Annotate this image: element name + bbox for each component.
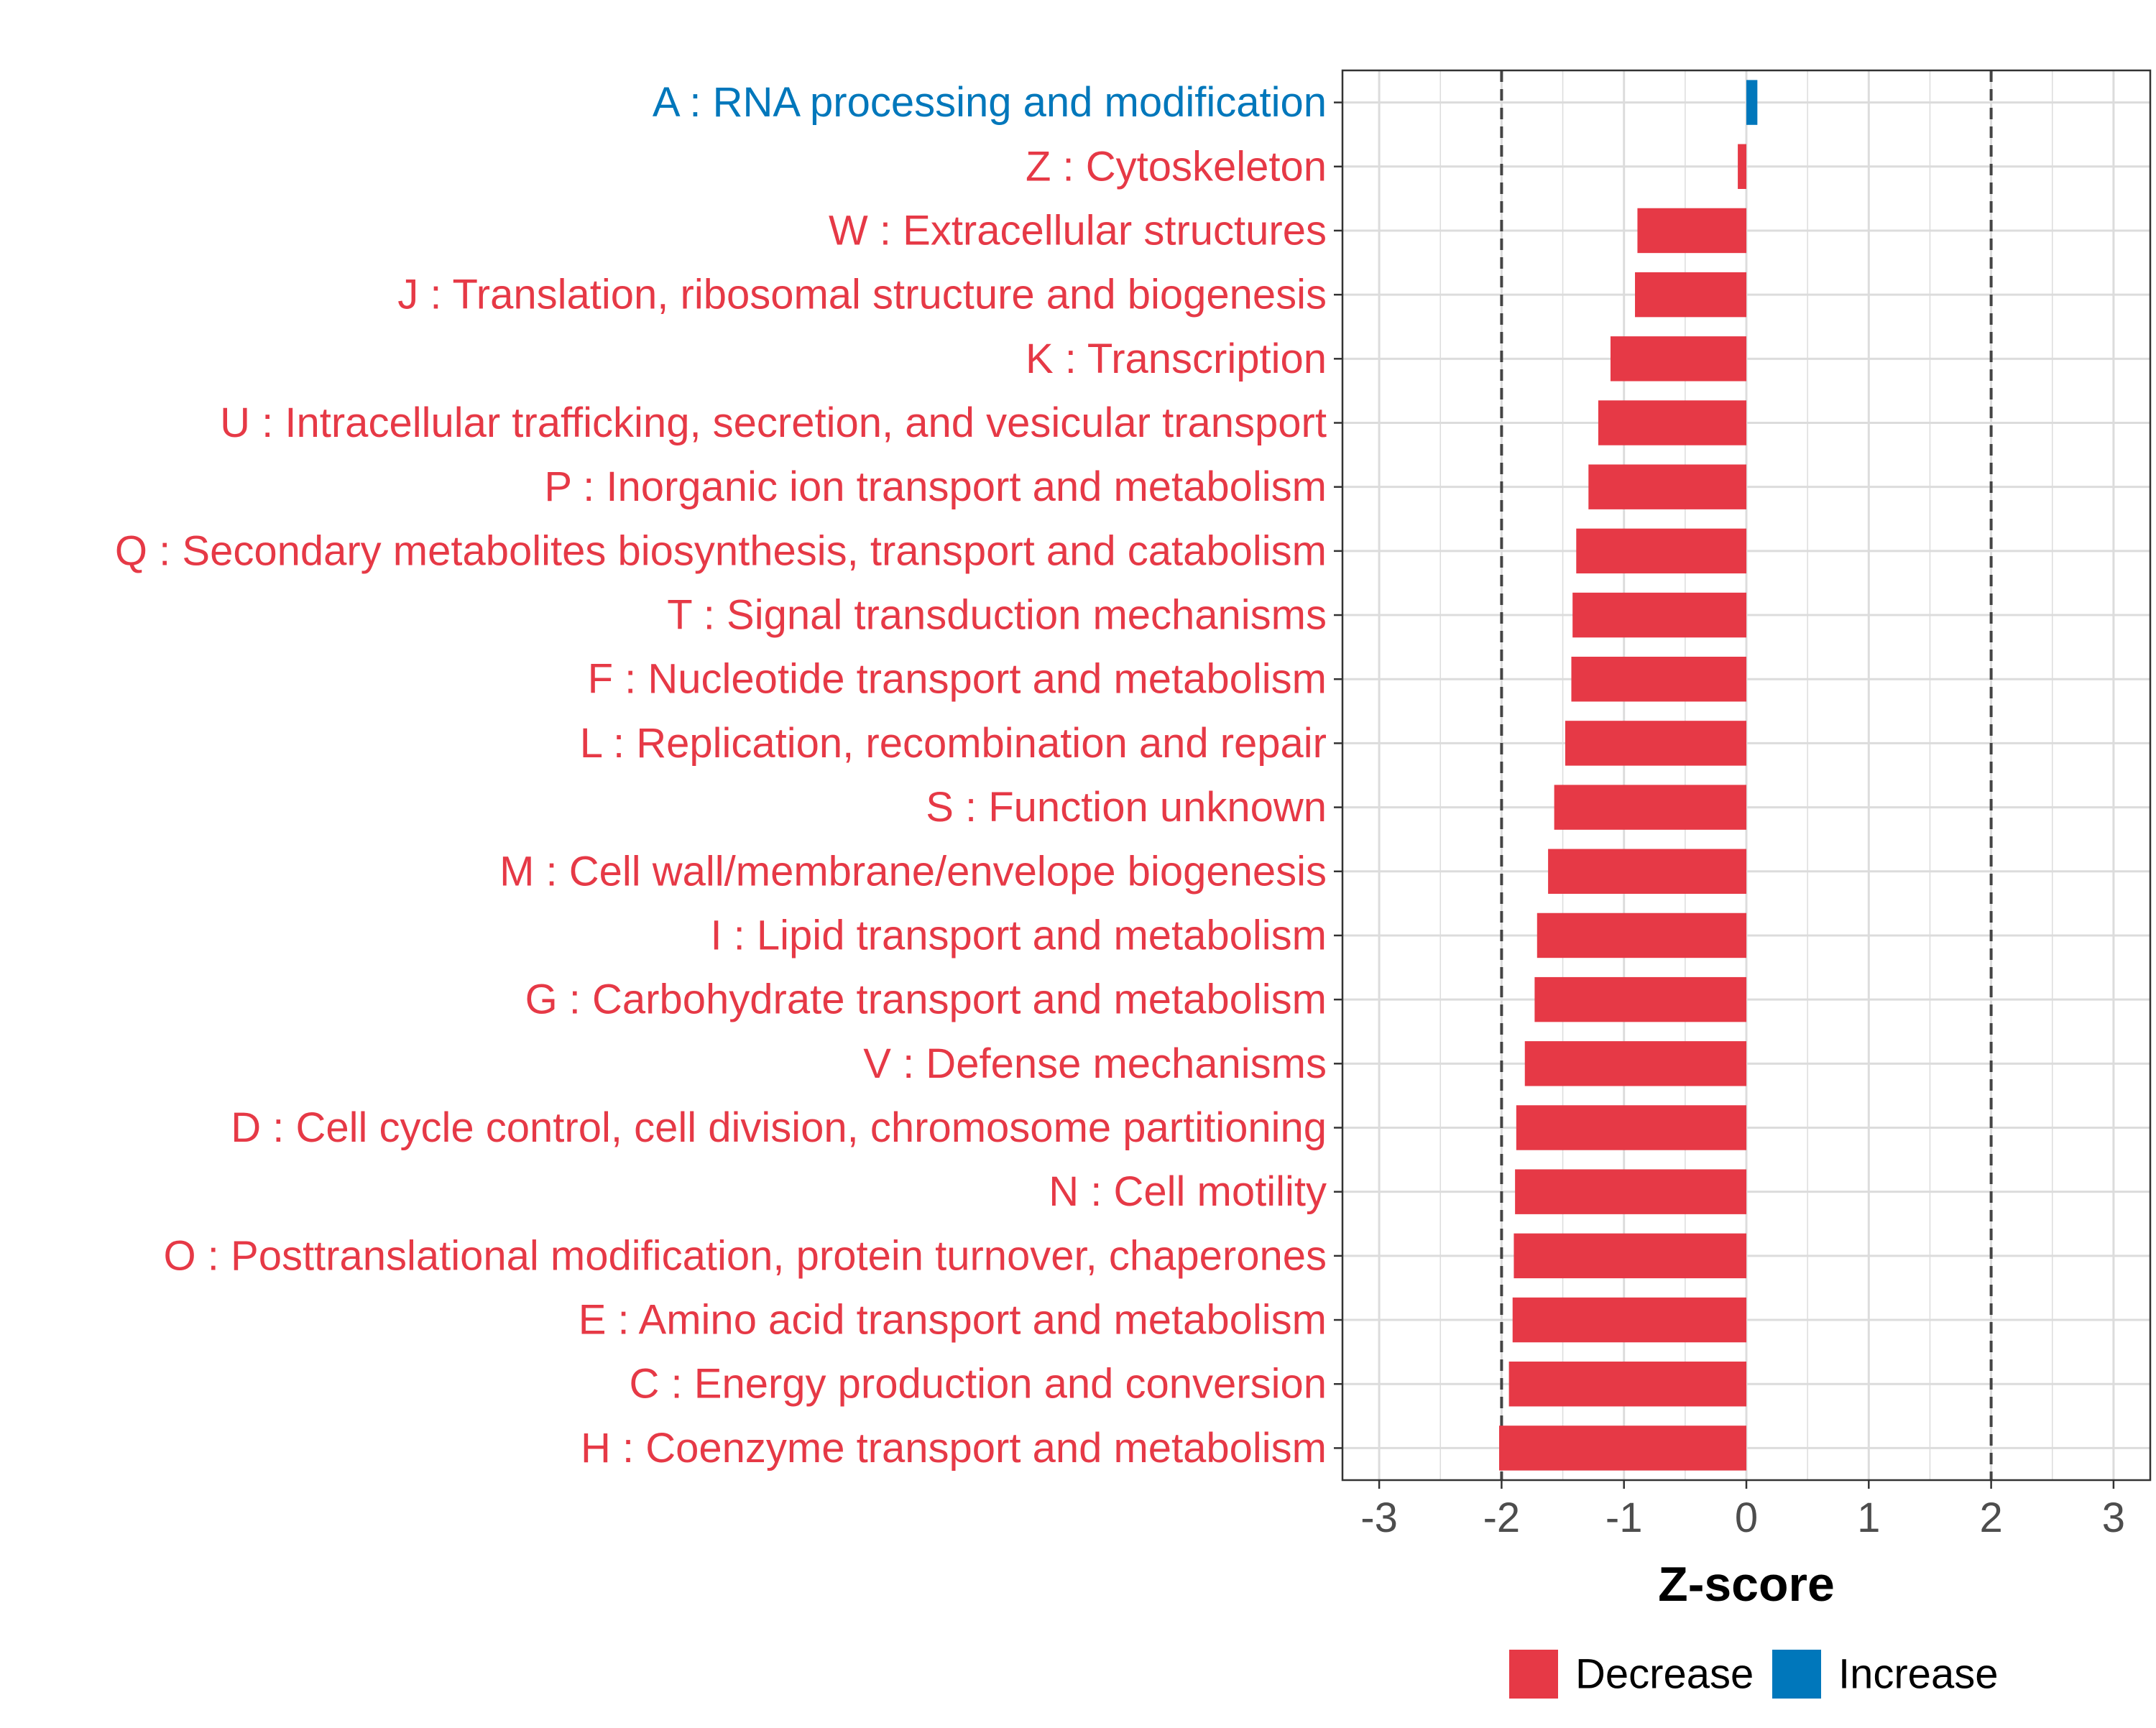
x-tick-label: 0 — [1735, 1494, 1758, 1541]
category-label-e: E : Amino acid transport and metabolism — [579, 1297, 1327, 1344]
x-tick-label: 2 — [1979, 1494, 2002, 1541]
bar-n — [1515, 1169, 1746, 1214]
legend-swatch-decrease — [1509, 1650, 1558, 1699]
category-label-a: A : RNA processing and modification — [653, 79, 1327, 126]
bar-o — [1514, 1233, 1746, 1279]
legend-label-increase: Increase — [1838, 1651, 1998, 1698]
bars — [1498, 80, 1758, 1471]
bar-p — [1588, 464, 1746, 509]
x-tick-label: -3 — [1360, 1494, 1398, 1541]
bar-q — [1576, 528, 1746, 574]
x-tick-label: 3 — [2102, 1494, 2125, 1541]
category-label-i: I : Lipid transport and metabolism — [710, 912, 1327, 958]
legend: Decrease Increase — [1509, 1650, 1998, 1699]
category-label-k: K : Transcription — [1026, 336, 1327, 382]
category-label-w: W : Extracellular structures — [829, 207, 1327, 254]
bar-j — [1635, 272, 1746, 318]
x-tick-label: -2 — [1483, 1494, 1521, 1541]
legend-label-decrease: Decrease — [1575, 1651, 1754, 1698]
reference-lines — [1500, 70, 1993, 1480]
bar-f — [1571, 657, 1746, 702]
category-label-u: U : Intracellular trafficking, secretion… — [220, 399, 1327, 446]
bar-g — [1534, 976, 1746, 1022]
bar-k — [1610, 336, 1746, 382]
category-label-g: G : Carbohydrate transport and metabolis… — [525, 976, 1327, 1023]
bar-i — [1537, 912, 1746, 958]
x-axis-title: Z-score — [1658, 1557, 1835, 1612]
category-label-z: Z : Cytoskeleton — [1026, 143, 1327, 190]
bar-h — [1498, 1426, 1746, 1471]
category-label-n: N : Cell motility — [1049, 1168, 1327, 1215]
category-label-v: V : Defense mechanisms — [863, 1040, 1327, 1087]
bar-v — [1524, 1041, 1746, 1086]
bar-z — [1738, 144, 1746, 189]
category-label-o: O : Posttranslational modification, prot… — [164, 1232, 1327, 1279]
bar-m — [1548, 849, 1746, 894]
bar-t — [1572, 592, 1746, 638]
x-ticks: -3 -2 -1 0 1 2 3 — [1360, 1480, 2125, 1541]
category-label-q: Q : Secondary metabolites biosynthesis, … — [115, 527, 1327, 574]
category-label-j: J : Translation, ribosomal structure and… — [397, 272, 1327, 318]
bar-c — [1508, 1362, 1746, 1407]
bar-d — [1516, 1105, 1746, 1150]
y-ticks — [1334, 101, 1342, 1449]
bar-l — [1565, 721, 1746, 766]
category-label-c: C : Energy production and conversion — [630, 1361, 1327, 1408]
category-label-f: F : Nucleotide transport and metabolism — [588, 656, 1327, 703]
category-label-h: H : Coenzyme transport and metabolism — [581, 1425, 1327, 1471]
bar-w — [1637, 208, 1746, 254]
x-tick-label: -1 — [1606, 1494, 1643, 1541]
category-label-m: M : Cell wall/membrane/envelope biogenes… — [499, 848, 1327, 895]
category-label-d: D : Cell cycle control, cell division, c… — [231, 1104, 1327, 1151]
bar-s — [1554, 785, 1746, 830]
category-label-t: T : Signal transduction mechanisms — [667, 592, 1327, 639]
legend-swatch-increase — [1772, 1650, 1821, 1699]
category-labels: A : RNA processing and modification Z : C… — [115, 79, 1327, 1471]
bar-a — [1746, 80, 1758, 125]
x-tick-label: 1 — [1857, 1494, 1880, 1541]
category-label-l: L : Replication, recombination and repai… — [580, 720, 1327, 767]
category-label-p: P : Inorganic ion transport and metaboli… — [544, 463, 1327, 510]
bar-e — [1512, 1297, 1746, 1343]
bar-u — [1598, 400, 1746, 445]
category-label-s: S : Function unknown — [926, 784, 1327, 831]
